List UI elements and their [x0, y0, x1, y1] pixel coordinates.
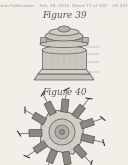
Circle shape	[55, 125, 69, 139]
Polygon shape	[72, 104, 85, 119]
Polygon shape	[34, 74, 94, 80]
Polygon shape	[42, 50, 86, 69]
Ellipse shape	[58, 26, 70, 32]
Polygon shape	[40, 37, 46, 42]
Polygon shape	[29, 129, 42, 137]
Polygon shape	[41, 110, 83, 154]
Polygon shape	[33, 141, 48, 154]
Polygon shape	[38, 69, 90, 74]
Polygon shape	[62, 151, 71, 165]
Polygon shape	[46, 149, 58, 164]
Ellipse shape	[45, 31, 83, 41]
Polygon shape	[61, 99, 69, 113]
Ellipse shape	[49, 29, 79, 35]
Text: Figure 40: Figure 40	[42, 88, 86, 97]
Polygon shape	[82, 37, 88, 42]
Text: Patent Application Publication    Feb. 18, 2014  Sheet 71 of 100    US 2014/0000: Patent Application Publication Feb. 18, …	[0, 4, 128, 8]
Ellipse shape	[42, 46, 86, 54]
Polygon shape	[73, 144, 87, 159]
Ellipse shape	[40, 40, 88, 48]
Text: Figure 39: Figure 39	[42, 11, 86, 20]
Circle shape	[60, 130, 65, 134]
Polygon shape	[44, 101, 56, 116]
Polygon shape	[81, 133, 95, 144]
Polygon shape	[80, 118, 94, 129]
Polygon shape	[40, 39, 88, 44]
Circle shape	[49, 119, 75, 145]
Polygon shape	[32, 112, 47, 125]
